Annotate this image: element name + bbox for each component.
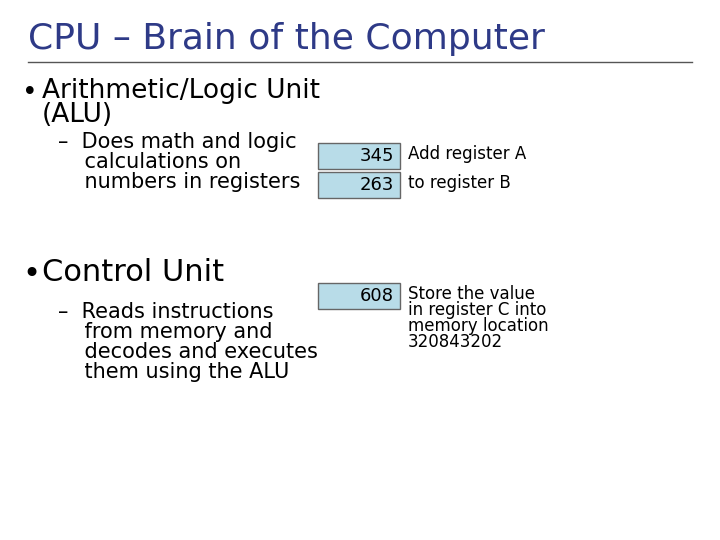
Text: •: • [22, 80, 37, 106]
Text: Control Unit: Control Unit [42, 258, 224, 287]
FancyBboxPatch shape [318, 283, 400, 309]
Text: •: • [22, 260, 40, 289]
Text: calculations on: calculations on [58, 152, 241, 172]
Text: Arithmetic/Logic Unit: Arithmetic/Logic Unit [42, 78, 320, 104]
Text: decodes and executes: decodes and executes [58, 342, 318, 362]
Text: numbers in registers: numbers in registers [58, 172, 300, 192]
FancyBboxPatch shape [318, 143, 400, 169]
Text: 263: 263 [359, 176, 394, 194]
Text: Add register A: Add register A [408, 145, 526, 163]
Text: –  Does math and logic: – Does math and logic [58, 132, 297, 152]
Text: from memory and: from memory and [58, 322, 272, 342]
Text: –  Reads instructions: – Reads instructions [58, 302, 274, 322]
Text: 608: 608 [360, 287, 394, 305]
FancyBboxPatch shape [318, 172, 400, 198]
Text: 320843202: 320843202 [408, 333, 503, 351]
Text: 345: 345 [359, 147, 394, 165]
Text: Store the value: Store the value [408, 285, 535, 303]
Text: memory location: memory location [408, 317, 549, 335]
Text: (ALU): (ALU) [42, 102, 113, 128]
Text: to register B: to register B [408, 174, 510, 192]
Text: them using the ALU: them using the ALU [58, 362, 289, 382]
Text: in register C into: in register C into [408, 301, 546, 319]
Text: CPU – Brain of the Computer: CPU – Brain of the Computer [28, 22, 545, 56]
